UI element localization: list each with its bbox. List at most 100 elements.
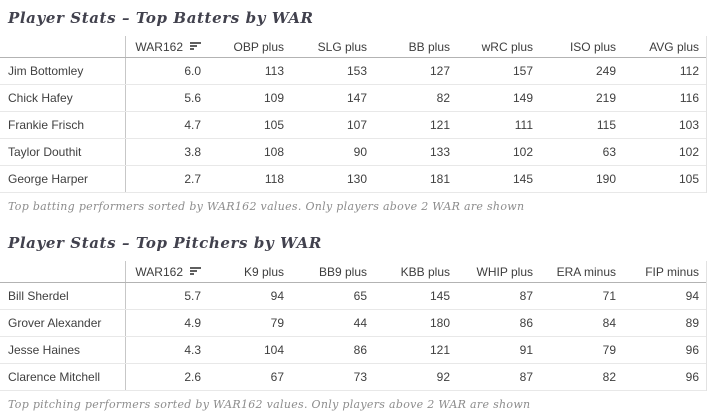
column-header-label: WAR162 <box>135 39 183 54</box>
stat-value: 121 <box>429 118 450 132</box>
stat-value: 157 <box>512 64 533 78</box>
column-header-era-minus[interactable]: ERA minus <box>556 264 616 279</box>
stat-value: 190 <box>595 172 616 186</box>
stat-value: 87 <box>519 370 533 384</box>
stat-value: 113 <box>264 64 284 78</box>
stat-value: 130 <box>346 172 367 186</box>
stat-value: 111 <box>514 118 533 132</box>
stat-value: 147 <box>346 91 367 105</box>
stat-value: 115 <box>596 118 616 132</box>
stat-value: 86 <box>519 316 533 330</box>
stat-value: 104 <box>263 343 284 357</box>
stat-value: 118 <box>264 172 284 186</box>
stat-value: 112 <box>679 64 699 78</box>
header-row: WAR162 K9 plus BB9 plus KBB plus WHIP pl… <box>0 261 706 283</box>
table-row: George Harper 2.7 118 130 181 145 190 10… <box>0 166 706 193</box>
stat-value: 82 <box>436 91 450 105</box>
column-header-obp-plus[interactable]: OBP plus <box>233 39 284 54</box>
table-row: Clarence Mitchell 2.6 67 73 92 87 82 96 <box>0 364 706 391</box>
column-header-iso-plus[interactable]: ISO plus <box>569 39 616 54</box>
column-header-bb9-plus[interactable]: BB9 plus <box>318 264 367 279</box>
stat-value: 109 <box>263 91 284 105</box>
stat-value: 219 <box>595 91 616 105</box>
player-name: George Harper <box>8 172 89 186</box>
stat-value: 71 <box>602 289 616 303</box>
stat-value: 79 <box>602 343 616 357</box>
table-visual-batters: Player Stats – Top Batters by WAR WAR162… <box>0 8 713 213</box>
stat-value: 108 <box>263 145 284 159</box>
column-header-k9-plus[interactable]: K9 plus <box>243 264 284 279</box>
column-header-kbb-plus[interactable]: KBB plus <box>400 264 450 279</box>
table-row: Chick Hafey 5.6 109 147 82 149 219 116 <box>0 85 706 112</box>
column-header-bb-plus[interactable]: BB plus <box>408 39 450 54</box>
stat-value: 149 <box>512 91 533 105</box>
stat-value: 96 <box>685 343 699 357</box>
stat-value: 105 <box>263 118 284 132</box>
visual-footnote-pitchers: Top pitching performers sorted by WAR162… <box>8 398 531 411</box>
player-name: Grover Alexander <box>8 316 102 330</box>
row-header-spacer <box>0 261 125 282</box>
table-visual-pitchers: Player Stats – Top Pitchers by WAR WAR16… <box>0 233 713 411</box>
table-row: Bill Sherdel 5.7 94 65 145 87 71 94 <box>0 283 706 310</box>
column-header-avg-plus[interactable]: AVG plus <box>649 39 699 54</box>
stat-value: 116 <box>679 91 699 105</box>
column-header-war162[interactable]: WAR162 <box>125 36 208 57</box>
stat-value: 89 <box>685 316 699 330</box>
stat-value: 133 <box>429 145 450 159</box>
player-name: Jim Bottomley <box>8 64 84 78</box>
sort-descending-icon[interactable] <box>190 267 201 276</box>
column-header-label: WAR162 <box>135 264 183 279</box>
player-name: Chick Hafey <box>8 91 73 105</box>
stat-value: 86 <box>353 343 367 357</box>
column-header-wrc-plus[interactable]: wRC plus <box>481 39 533 54</box>
table-row: Taylor Douthit 3.8 108 90 133 102 63 102 <box>0 139 706 166</box>
column-header-fip-minus[interactable]: FIP minus <box>645 264 699 279</box>
player-name: Taylor Douthit <box>8 145 82 159</box>
table-row: Jesse Haines 4.3 104 86 121 91 79 96 <box>0 337 706 364</box>
stat-value: 5.7 <box>125 283 208 309</box>
stat-value: 92 <box>436 370 450 384</box>
stat-value: 79 <box>270 316 284 330</box>
stat-value: 153 <box>346 64 367 78</box>
player-name: Clarence Mitchell <box>8 370 101 384</box>
stat-value: 3.8 <box>125 139 208 165</box>
header-row: WAR162 OBP plus SLG plus BB plus wRC plu… <box>0 36 706 58</box>
visual-title-batters: Player Stats – Top Batters by WAR <box>8 9 314 27</box>
stat-value: 96 <box>685 370 699 384</box>
table-row: Grover Alexander 4.9 79 44 180 86 84 89 <box>0 310 706 337</box>
stat-value: 82 <box>602 370 616 384</box>
stat-value: 145 <box>429 289 450 303</box>
stat-value: 4.7 <box>125 112 208 138</box>
stat-value: 249 <box>595 64 616 78</box>
player-name: Frankie Frisch <box>8 118 85 132</box>
report-page: Player Stats – Top Batters by WAR WAR162… <box>0 8 713 413</box>
stat-value: 94 <box>685 289 699 303</box>
stat-value: 63 <box>602 145 616 159</box>
stat-value: 90 <box>353 145 367 159</box>
stat-value: 102 <box>512 145 533 159</box>
stat-value: 44 <box>353 316 367 330</box>
stat-value: 145 <box>512 172 533 186</box>
sort-descending-icon[interactable] <box>190 42 201 51</box>
batters-table: WAR162 OBP plus SLG plus BB plus wRC plu… <box>0 36 707 193</box>
row-header-spacer <box>0 36 125 57</box>
table-row: Jim Bottomley 6.0 113 153 127 157 249 11… <box>0 58 706 85</box>
stat-value: 84 <box>602 316 616 330</box>
stat-value: 67 <box>270 370 284 384</box>
stat-value: 6.0 <box>125 58 208 84</box>
stat-value: 181 <box>429 172 450 186</box>
stat-value: 87 <box>519 289 533 303</box>
player-name: Bill Sherdel <box>8 289 69 303</box>
stat-value: 65 <box>353 289 367 303</box>
stat-value: 102 <box>678 145 699 159</box>
stat-value: 94 <box>270 289 284 303</box>
stat-value: 121 <box>429 343 450 357</box>
stat-value: 103 <box>678 118 699 132</box>
table-row: Frankie Frisch 4.7 105 107 121 111 115 1… <box>0 112 706 139</box>
column-header-war162[interactable]: WAR162 <box>125 261 208 282</box>
visual-title-pitchers: Player Stats – Top Pitchers by WAR <box>8 234 322 252</box>
stat-value: 5.6 <box>125 85 208 111</box>
column-header-whip-plus[interactable]: WHIP plus <box>476 264 533 279</box>
column-header-slg-plus[interactable]: SLG plus <box>317 39 367 54</box>
stat-value: 105 <box>678 172 699 186</box>
